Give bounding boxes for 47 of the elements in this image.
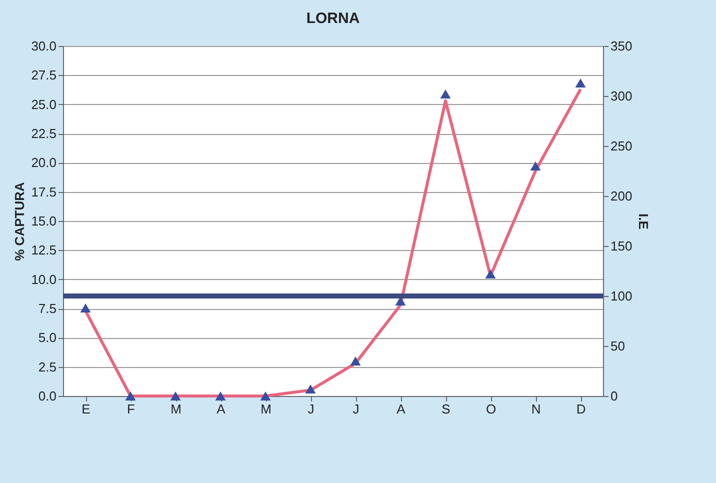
y-tick-label: 5.0 (38, 330, 56, 346)
point (80, 303, 91, 313)
y2-tick-label: 0 (610, 388, 618, 404)
x-tick-label: M (170, 402, 182, 416)
y-tick-label: 7.5 (38, 301, 56, 316)
x-tick-label: O (486, 402, 496, 416)
y-tick-label: 25.0 (31, 96, 56, 112)
point (530, 161, 541, 171)
y2-tick-label: 250 (610, 138, 632, 154)
y-tick-label: 10.0 (31, 272, 56, 287)
point (125, 391, 136, 401)
x-tick-label: E (82, 402, 91, 416)
y-tick-label: 22.5 (31, 126, 56, 141)
y-tick-label: 15.0 (31, 214, 56, 228)
x-tick-label: N (531, 402, 541, 416)
y-tick-label: 0.0 (38, 388, 56, 404)
y-tick-label: 17.5 (31, 184, 56, 200)
y2-tick-label: 50 (610, 338, 625, 354)
x-tick-label: A (396, 402, 406, 416)
point (215, 391, 226, 401)
chart-title: LORNA (306, 10, 360, 27)
y2-tick-label: 200 (610, 188, 632, 204)
point (305, 384, 316, 394)
y-tick-label: 12.5 (31, 242, 56, 258)
y-tick-label: 30.0 (31, 38, 56, 54)
point (575, 78, 586, 88)
x-tick-label: J (352, 402, 360, 416)
x-tick-label: A (216, 402, 226, 416)
x-tick-label: M (260, 402, 272, 416)
y2-tick-label: 300 (610, 88, 632, 104)
point (260, 391, 271, 401)
point (485, 269, 496, 279)
y-tick-label: 20.0 (31, 155, 56, 170)
y-tick-label: 27.5 (31, 68, 56, 83)
x-tick-label: J (308, 402, 314, 416)
y2-axis-title: I.E (636, 214, 652, 230)
x-tick-label: D (576, 402, 586, 416)
point (350, 356, 361, 366)
y-tick-label: 2.5 (38, 359, 56, 374)
point (440, 89, 451, 99)
y2-tick-label: 150 (610, 238, 632, 254)
y-axis-title: % CAPTURA (12, 182, 28, 261)
x-tick-label: F (127, 402, 136, 416)
x-tick-label: S (442, 402, 451, 416)
y2-tick-label: 350 (610, 38, 632, 54)
point (170, 391, 181, 401)
y2-tick-label: 100 (610, 288, 632, 304)
